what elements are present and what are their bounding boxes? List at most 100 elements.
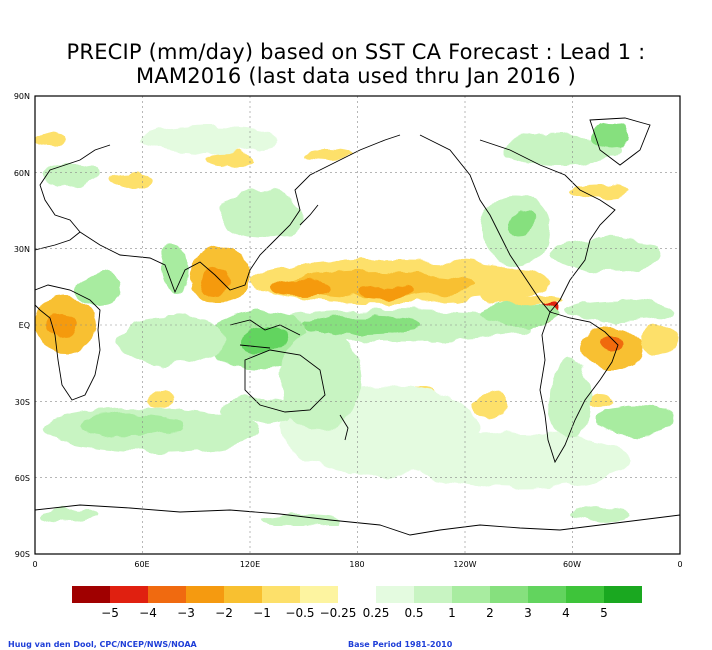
legend-swatch	[604, 586, 642, 603]
coast-africa	[35, 284, 101, 401]
color-legend	[72, 586, 642, 603]
longitude-labels: 0 60E 120E 180 120W 60W 0	[32, 560, 682, 569]
legend-swatch	[72, 586, 110, 603]
coast-south-america	[539, 311, 619, 464]
lat-label-90s: 90S	[15, 550, 30, 559]
legend-label-13: 4	[562, 606, 570, 620]
legend-swatch	[338, 586, 376, 603]
wet-area-antarctic-1	[40, 509, 100, 521]
dry-area-east-pacific	[480, 294, 560, 306]
dry-area-north-pacific-center	[270, 280, 330, 296]
coastlines	[35, 117, 680, 536]
coast-indonesia	[229, 319, 301, 349]
lat-label-90n: 90N	[14, 92, 30, 101]
coast-europe	[35, 144, 111, 251]
coast-north-america	[419, 134, 616, 313]
wet-area-arabia	[78, 274, 122, 306]
legend-swatch	[414, 586, 452, 603]
color-legend-labels: −5 −4 −3 −2 −1 −0.5 −0.25 0.25 0.5 1 2 3…	[101, 606, 608, 620]
legend-swatch	[376, 586, 414, 603]
coast-asia	[79, 134, 401, 294]
dry-area-mid-north-1	[108, 172, 152, 188]
coast-nz	[339, 414, 349, 441]
map-title-line-2: MAM2016 (last data used thru Jan 2016 )	[136, 64, 576, 88]
legend-swatch	[452, 586, 490, 603]
dry-area-south-3	[146, 392, 174, 408]
map-frame	[34, 95, 681, 555]
legend-label-1: −5	[101, 606, 119, 620]
legend-label-11: 2	[486, 606, 494, 620]
legend-swatch	[528, 586, 566, 603]
dry-area-north-pacific-core	[285, 272, 475, 298]
lat-label-30n: 30N	[14, 245, 30, 254]
credit-author: Huug van den Dool, CPC/NCEP/NWS/NOAA	[8, 640, 197, 649]
wet-area-europe	[40, 163, 100, 187]
wet-area-south-america	[550, 360, 590, 440]
legend-swatch	[262, 586, 300, 603]
lon-label-0-right: 0	[677, 560, 682, 569]
dry-area-brazil-core	[600, 335, 624, 355]
credit-base-period: Base Period 1981-2010	[348, 640, 453, 649]
wet-area-indian-ocean	[115, 315, 225, 365]
wet-area-atlantic	[565, 298, 675, 322]
wet-area-siberia	[140, 126, 280, 154]
lat-label-eq: EQ	[19, 321, 30, 330]
coast-antarctica	[35, 504, 680, 536]
coast-australia	[244, 349, 326, 413]
coast-japan	[299, 204, 319, 226]
dry-area-mid-north-3	[304, 149, 356, 161]
wet-area-australia-south	[220, 398, 300, 422]
lat-label-60s: 60S	[15, 474, 30, 483]
legend-label-12: 3	[524, 606, 532, 620]
dry-area-south-4	[588, 393, 612, 407]
wet-area-maritime-continent-core	[243, 326, 287, 354]
lat-label-30s: 30S	[15, 398, 30, 407]
wet-area-china	[220, 190, 300, 240]
wet-area-north-america-core	[506, 211, 534, 239]
wet-area-antarctic-2	[260, 514, 340, 526]
legend-swatch	[300, 586, 338, 603]
legend-label-2: −4	[139, 606, 157, 620]
lon-label-60w: 60W	[563, 560, 581, 569]
lon-label-120e: 120E	[240, 560, 260, 569]
dry-area-south-1	[472, 393, 508, 417]
lon-label-180: 180	[349, 560, 364, 569]
dry-area-europe	[35, 132, 66, 148]
legend-swatch	[186, 586, 224, 603]
legend-label-9: 0.5	[404, 606, 423, 620]
legend-label-10: 1	[448, 606, 456, 620]
legend-label-5: −1	[253, 606, 271, 620]
wet-area-india	[161, 244, 189, 292]
lat-label-60n: 60N	[14, 169, 30, 178]
lon-label-60e: 60E	[134, 560, 149, 569]
latitude-labels: 90N 60N 30N EQ 30S 60S 90S	[14, 92, 30, 559]
coast-greenland	[589, 117, 651, 166]
legend-label-7: −0.25	[320, 606, 357, 620]
legend-label-3: −3	[177, 606, 195, 620]
dry-area-east-atlantic	[638, 326, 680, 354]
wet-area-antarctic-3	[570, 509, 630, 521]
grid-lines	[35, 96, 680, 554]
wet-area-south-indian-core	[80, 413, 180, 437]
legend-label-8: 0.25	[363, 606, 390, 620]
dry-area-south-asia-core	[201, 268, 229, 296]
legend-swatch	[148, 586, 186, 603]
legend-swatch	[224, 586, 262, 603]
map-title-line-1: PRECIP (mm/day) based on SST CA Forecast…	[66, 40, 646, 64]
lon-label-0-left: 0	[32, 560, 37, 569]
legend-swatch	[566, 586, 604, 603]
lon-label-120w: 120W	[453, 560, 476, 569]
wet-area-arctic-canada	[500, 134, 620, 166]
legend-swatch	[490, 586, 528, 603]
legend-label-4: −2	[215, 606, 233, 620]
wet-area-east-pacific-itcz	[480, 305, 560, 325]
dry-area-central-pacific-core	[357, 285, 413, 299]
legend-label-14: 5	[600, 606, 608, 620]
wet-area-southern-ocean	[410, 432, 630, 488]
legend-swatch	[110, 586, 148, 603]
wet-area-south-atlantic	[595, 406, 675, 434]
wet-area-greenland	[590, 121, 630, 149]
